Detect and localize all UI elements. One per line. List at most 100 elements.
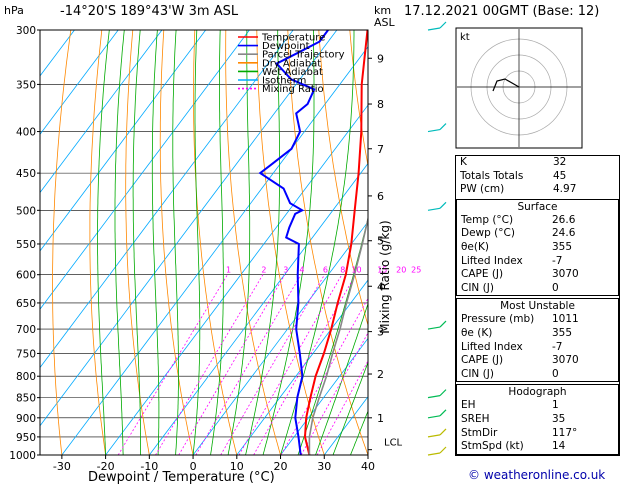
mixing-ratio-label: 1 xyxy=(226,266,231,275)
most-unstable-label: Lifted Index xyxy=(461,340,523,353)
wind-barb xyxy=(439,201,447,209)
mixing-ratio-label: 3 xyxy=(283,266,288,275)
most-unstable-row: CAPE (J) 3070 xyxy=(457,354,618,368)
pressure-tick-label: 550 xyxy=(16,239,36,251)
surface-value: 0 xyxy=(552,281,559,294)
mixing-ratio-label: 15 xyxy=(377,266,387,275)
km-tick-label: 3 xyxy=(377,326,384,339)
x-tick-label: 10 xyxy=(230,460,244,473)
most-unstable-section: Most Unstable Pressure (mb) 1011 θe (K) 355… xyxy=(456,298,619,383)
pressure-tick-label: 650 xyxy=(16,298,36,310)
index-label: K xyxy=(460,156,467,168)
wind-barb xyxy=(427,128,441,133)
mixing-ratio-line xyxy=(238,274,343,455)
isotherm-line xyxy=(61,46,368,455)
dry-adiabat-line xyxy=(89,30,106,455)
pressure-tick-label: 700 xyxy=(16,324,36,336)
legend-entry: Wet Adiabat xyxy=(262,67,323,78)
wet-adiabat-line xyxy=(114,30,125,455)
x-tick-label: -30 xyxy=(53,460,71,473)
x-tick-label: -10 xyxy=(140,460,158,473)
surface-title: Surface xyxy=(517,200,558,213)
surface-row: Lifted Index -7 xyxy=(457,255,618,269)
wind-barb xyxy=(439,123,447,130)
indices-table: K 32 Totals Totals 45 PW (cm) 4.97 Surface Te… xyxy=(455,155,620,456)
credit[interactable]: © weatheronline.co.uk xyxy=(468,468,606,482)
index-row: K 32 xyxy=(456,156,619,170)
wind-barb xyxy=(439,446,447,454)
mixing-ratio-label: 6 xyxy=(323,266,328,275)
legend-entry: Mixing Ratio xyxy=(262,84,324,95)
x-tick-label: 30 xyxy=(317,460,331,473)
hodograph-stat-row: StmDir 117° xyxy=(457,427,618,441)
most-unstable-row: CIN (J) 0 xyxy=(457,368,618,382)
wet-adiabat-line xyxy=(280,30,355,455)
title-datetime: 17.12.2021 00GMT (Base: 12) xyxy=(404,4,600,19)
dry-adiabat-line xyxy=(349,30,368,168)
wet-adiabat-line xyxy=(172,30,179,455)
km-tick-label: 5 xyxy=(377,235,384,248)
lcl-label: LCL xyxy=(384,438,403,449)
wind-barb xyxy=(439,389,447,397)
hodograph-stats-section: Hodograph EH 1 SREH 35 StmDir 117° StmSpd (kt)… xyxy=(456,384,619,455)
legend-entry: Dewpoint xyxy=(262,41,310,52)
wet-adiabat-line xyxy=(192,30,201,455)
most-unstable-value: 1011 xyxy=(552,313,579,326)
surface-value: -7 xyxy=(552,254,563,267)
mixing-ratio-label: 20 xyxy=(396,266,406,275)
mixing-ratio-line xyxy=(300,332,368,455)
mixing-ratio-line xyxy=(195,274,302,455)
dewpoint-line xyxy=(258,30,329,455)
surface-value: 355 xyxy=(552,240,573,253)
most-unstable-value: -7 xyxy=(552,340,563,353)
mixing-ratio-axis-title: Mixing Ratio (g/kg) xyxy=(378,220,392,334)
wet-adiabat-line xyxy=(315,302,368,455)
hodograph-trace xyxy=(492,78,520,92)
wind-barb xyxy=(427,27,441,31)
legend-entry: Temperature xyxy=(261,33,325,44)
dry-adiabat-line xyxy=(287,30,368,455)
surface-label: Temp (°C) xyxy=(461,213,514,226)
surface-label: CIN (J) xyxy=(461,281,494,294)
wind-barb xyxy=(439,409,447,417)
mixing-ratio-label: 4 xyxy=(299,266,304,275)
hpa-label: hPa xyxy=(4,4,24,17)
pressure-tick-label: 400 xyxy=(16,127,36,139)
most-unstable-row: Pressure (mb) 1011 xyxy=(457,313,618,327)
pressure-tick-label: 800 xyxy=(16,371,36,383)
surface-value: 3070 xyxy=(552,268,579,281)
x-axis-title: Dewpoint / Temperature (°C) xyxy=(88,470,275,485)
mixing-ratio-label: 2 xyxy=(261,266,266,275)
isotherm-line xyxy=(40,30,294,369)
hodograph-stat-value: 14 xyxy=(552,440,566,453)
surface-label: CAPE (J) xyxy=(461,268,504,281)
km-tick-label: 4 xyxy=(377,280,384,293)
dry-adiabat-line xyxy=(318,30,368,327)
index-value: 4.97 xyxy=(553,183,577,196)
hodograph-stat-value: 117° xyxy=(552,426,578,439)
wet-adiabat-line xyxy=(210,30,224,455)
wind-barb xyxy=(427,452,441,456)
wet-adiabat-line xyxy=(151,30,160,455)
most-unstable-row: Lifted Index -7 xyxy=(457,341,618,355)
legend-entry: Parcel Trajectory xyxy=(262,50,345,61)
hodograph-unit-label: kt xyxy=(460,32,470,43)
parcel-trajectory-line xyxy=(308,215,368,455)
km-tick-label: 2 xyxy=(377,368,384,381)
x-tick-label: 40 xyxy=(361,460,375,473)
surface-row: Dewp (°C) 24.6 xyxy=(457,227,618,241)
pressure-tick-label: 500 xyxy=(16,205,36,217)
km-label: km xyxy=(374,4,392,17)
index-label: Totals Totals xyxy=(460,169,524,182)
most-unstable-value: 0 xyxy=(552,367,559,380)
surface-row: θe(K) 355 xyxy=(457,241,618,255)
isotherm-line xyxy=(280,337,368,455)
hodograph-stat-value: 1 xyxy=(552,399,559,412)
surface-row: Temp (°C) 26.6 xyxy=(457,214,618,228)
pressure-tick-label: 750 xyxy=(16,348,36,360)
mixing-ratio-label: 8 xyxy=(340,266,345,275)
surface-value: 26.6 xyxy=(552,213,576,226)
hodograph-stat-label: StmDir xyxy=(461,426,498,439)
surface-label: Dewp (°C) xyxy=(461,227,515,240)
